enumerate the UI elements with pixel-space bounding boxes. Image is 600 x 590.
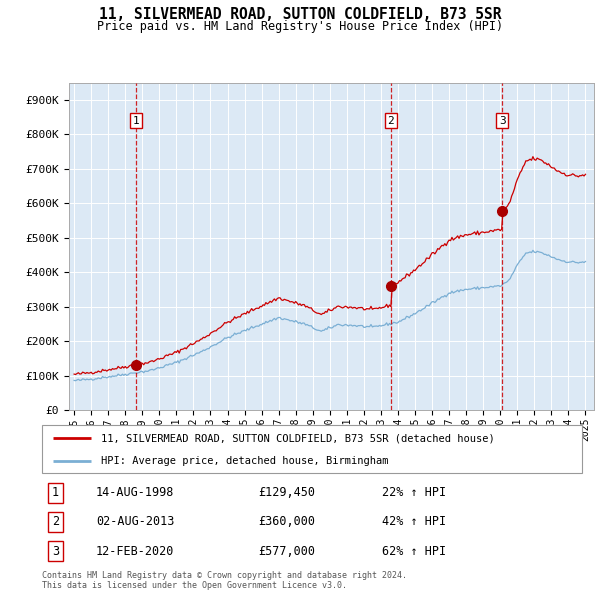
Text: £129,450: £129,450	[258, 486, 315, 499]
Text: 22% ↑ HPI: 22% ↑ HPI	[382, 486, 446, 499]
Text: 1: 1	[133, 116, 139, 126]
Text: 11, SILVERMEAD ROAD, SUTTON COLDFIELD, B73 5SR (detached house): 11, SILVERMEAD ROAD, SUTTON COLDFIELD, B…	[101, 433, 495, 443]
Text: This data is licensed under the Open Government Licence v3.0.: This data is licensed under the Open Gov…	[42, 581, 347, 589]
Text: 62% ↑ HPI: 62% ↑ HPI	[382, 545, 446, 558]
Text: 11, SILVERMEAD ROAD, SUTTON COLDFIELD, B73 5SR: 11, SILVERMEAD ROAD, SUTTON COLDFIELD, B…	[99, 7, 501, 22]
Text: 3: 3	[52, 545, 59, 558]
FancyBboxPatch shape	[42, 425, 582, 473]
Text: 2: 2	[388, 116, 394, 126]
Text: 12-FEB-2020: 12-FEB-2020	[96, 545, 175, 558]
Text: 02-AUG-2013: 02-AUG-2013	[96, 515, 175, 529]
Text: 1: 1	[52, 486, 59, 499]
Text: £577,000: £577,000	[258, 545, 315, 558]
Text: Price paid vs. HM Land Registry's House Price Index (HPI): Price paid vs. HM Land Registry's House …	[97, 20, 503, 33]
Text: Contains HM Land Registry data © Crown copyright and database right 2024.: Contains HM Land Registry data © Crown c…	[42, 571, 407, 580]
Text: £360,000: £360,000	[258, 515, 315, 529]
Text: 2: 2	[52, 515, 59, 529]
Text: HPI: Average price, detached house, Birmingham: HPI: Average price, detached house, Birm…	[101, 456, 389, 466]
Text: 14-AUG-1998: 14-AUG-1998	[96, 486, 175, 499]
Text: 3: 3	[499, 116, 506, 126]
Text: 42% ↑ HPI: 42% ↑ HPI	[382, 515, 446, 529]
